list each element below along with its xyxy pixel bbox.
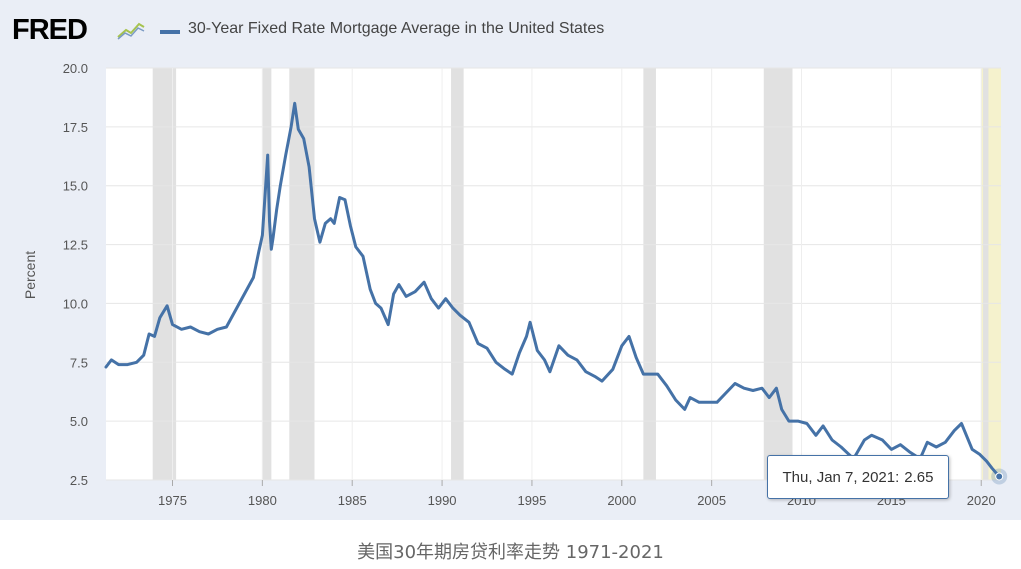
- recession-band-0: [152, 68, 177, 480]
- y-tick-label-3: 10.0: [63, 296, 88, 311]
- x-tick-label-9: 2020: [967, 493, 996, 508]
- recession-band-5: [763, 68, 793, 480]
- y-tick-label-2: 7.5: [70, 355, 88, 370]
- y-tick-label-7: 20.0: [63, 61, 88, 76]
- plot-background: [106, 68, 1001, 480]
- recession-layer: [152, 68, 989, 480]
- chart-panel: FRED 30-Year Fixed Rate Mortgage Average…: [0, 0, 1021, 520]
- recession-band-4: [643, 68, 656, 480]
- y-tick-label-1: 5.0: [70, 414, 88, 429]
- x-tick-label-5: 2000: [607, 493, 636, 508]
- plot-area[interactable]: 2.5 5.0 7.5 10.0 12.5 15.0 17.5 20.0 1975 1980 19…: [0, 0, 1021, 520]
- series-layer: [104, 101, 1008, 485]
- x-tick-label-6: 2005: [697, 493, 726, 508]
- line-chart-icon: [117, 22, 145, 40]
- hover-marker-point: [995, 472, 1004, 481]
- fred-logo[interactable]: FRED: [12, 14, 88, 46]
- recession-band-2: [289, 68, 315, 480]
- series-line-0: [104, 101, 1001, 478]
- x-tick-label-0: 1975: [158, 493, 187, 508]
- chart-title[interactable]: 30-Year Fixed Rate Mortgage Average in t…: [188, 20, 605, 37]
- recession-band-3: [451, 68, 464, 480]
- data-tooltip: Thu, Jan 7, 2021 2.65: [767, 455, 949, 499]
- y-tick-layer: 2.5 5.0 7.5 10.0 12.5 15.0 17.5 20.0: [63, 61, 88, 488]
- recession-band-6: [983, 68, 989, 480]
- x-tick-label-3: 1990: [428, 493, 457, 508]
- y-tick-label-4: 12.5: [63, 238, 88, 253]
- y-axis-label: Percent: [22, 250, 38, 300]
- recession-band-1: [262, 68, 272, 480]
- tooltip-date: Thu, Jan 7, 2021: [783, 469, 900, 486]
- x-tick-label-1: 1980: [248, 493, 277, 508]
- y-tick-label-5: 15.0: [63, 179, 88, 194]
- figure-caption: 美国30年期房贷利率走势 1971-2021: [357, 542, 664, 563]
- x-tick-label-2: 1985: [338, 493, 367, 508]
- legend-swatch: [160, 30, 180, 34]
- y-tick-label-0: 2.5: [70, 473, 88, 488]
- tooltip-value: 2.65: [904, 468, 934, 486]
- y-tick-label-6: 17.5: [63, 120, 88, 135]
- x-tick-label-4: 1995: [517, 493, 546, 508]
